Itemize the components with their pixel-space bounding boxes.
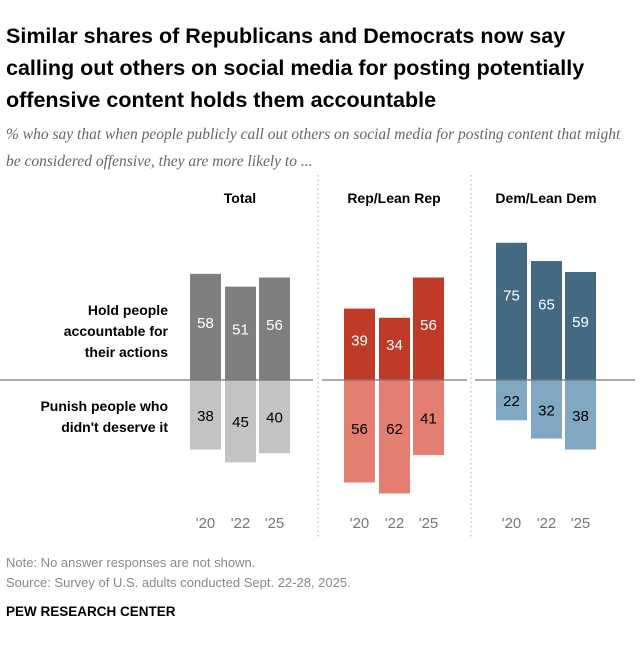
- note: Note: No answer responses are not shown.: [6, 555, 256, 570]
- panel-title: Rep/Lean Rep: [347, 190, 440, 206]
- bar-hold: [344, 308, 375, 380]
- data-label-punish: 62: [386, 421, 403, 438]
- bar-hold: [190, 273, 221, 380]
- data-label-punish: 41: [420, 411, 437, 428]
- chart-title: Similar shares of Republicans and Democr…: [6, 24, 585, 112]
- data-label-hold: 65: [538, 297, 555, 314]
- x-tick-label: '25: [571, 515, 591, 532]
- bar-hold: [379, 317, 410, 380]
- data-label-punish: 45: [232, 414, 249, 431]
- x-tick-label: '22: [537, 515, 557, 532]
- bar-hold: [225, 286, 256, 380]
- chart: Hold people accountable for their actions P…: [0, 175, 635, 537]
- bar-punish: [413, 380, 444, 456]
- x-tick-label: '22: [385, 515, 405, 532]
- x-tick-label: '20: [196, 515, 216, 532]
- bar-punish: [565, 380, 596, 450]
- panel-title: Total: [224, 190, 256, 206]
- row-label-punish: Punish people who: [40, 398, 168, 414]
- bar-hold: [531, 261, 562, 380]
- bar-punish: [225, 380, 256, 463]
- data-label-hold: 56: [266, 317, 283, 334]
- x-tick-label: '20: [350, 515, 370, 532]
- data-label-punish: 56: [351, 421, 368, 438]
- data-label-hold: 34: [386, 337, 403, 354]
- data-label-hold: 58: [197, 315, 214, 332]
- bar-punish: [259, 380, 290, 454]
- chart-subtitle: % who say that when people publicly call…: [6, 126, 621, 170]
- data-label-hold: 75: [503, 287, 520, 304]
- panel-title: Dem/Lean Dem: [495, 190, 596, 206]
- x-tick-label: '25: [419, 515, 439, 532]
- data-label-hold: 59: [572, 314, 589, 331]
- row-label-hold: Hold people: [88, 302, 168, 318]
- bar-hold: [259, 277, 290, 380]
- data-label-punish: 22: [503, 393, 520, 410]
- x-tick-label: '25: [265, 515, 285, 532]
- data-label-hold: 56: [420, 317, 437, 334]
- data-label-hold: 51: [232, 321, 249, 338]
- source: Source: Survey of U.S. adults conducted …: [6, 575, 351, 590]
- data-label-punish: 40: [266, 410, 283, 427]
- x-tick-label: '20: [502, 515, 522, 532]
- bar-punish: [344, 380, 375, 483]
- row-label-hold: their actions: [85, 344, 168, 360]
- row-label-punish: didn't deserve it: [61, 419, 168, 435]
- data-label-punish: 38: [572, 408, 589, 425]
- data-label-hold: 39: [351, 332, 368, 349]
- bar-hold: [565, 272, 596, 380]
- bar-punish: [379, 380, 410, 494]
- bar-hold: [413, 277, 444, 380]
- bar-punish: [531, 380, 562, 439]
- bar-punish: [190, 380, 221, 450]
- data-label-punish: 32: [538, 402, 555, 419]
- bar-punish: [496, 380, 527, 421]
- brand-logo-text: PEW RESEARCH CENTER: [6, 604, 176, 619]
- data-label-punish: 38: [197, 408, 214, 425]
- x-tick-label: '22: [231, 515, 251, 532]
- row-label-hold: accountable for: [64, 323, 169, 339]
- bar-hold: [496, 242, 527, 380]
